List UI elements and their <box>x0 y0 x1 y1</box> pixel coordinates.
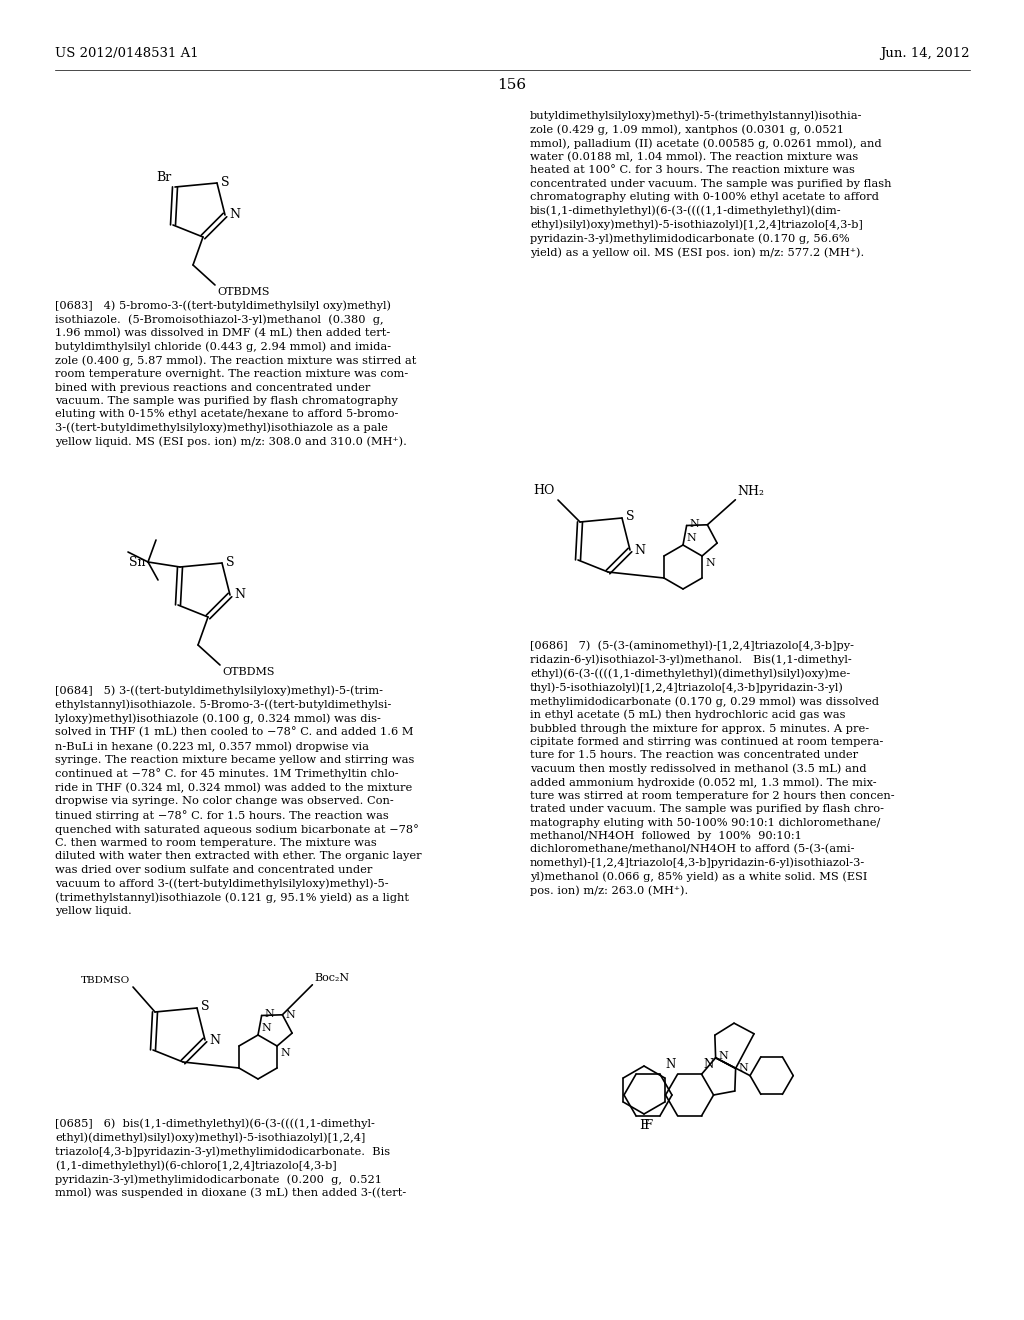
Text: N: N <box>703 1059 714 1072</box>
Text: OTBDMS: OTBDMS <box>222 667 274 677</box>
Text: N: N <box>666 1059 676 1072</box>
Text: S: S <box>201 1001 210 1014</box>
Text: N: N <box>738 1064 749 1073</box>
Text: F: F <box>643 1119 652 1131</box>
Text: F: F <box>639 1119 648 1133</box>
Text: N: N <box>264 1008 274 1019</box>
Text: S: S <box>226 556 234 569</box>
Text: Boc₂N: Boc₂N <box>314 973 349 983</box>
Text: NH₂: NH₂ <box>737 484 764 498</box>
Text: N: N <box>280 1048 290 1059</box>
Text: [0684]   5) 3-((tert-butyldimethylsilyloxy)methyl)-5-(trim-
ethylstannyl)isothia: [0684] 5) 3-((tert-butyldimethylsilyloxy… <box>55 685 422 916</box>
Text: Br: Br <box>157 172 172 183</box>
Text: N: N <box>229 209 240 222</box>
Text: OTBDMS: OTBDMS <box>217 286 269 297</box>
Text: [0685]   6)  bis(1,1-dimethylethyl)(6-(3-((((1,1-dimethyl-
ethyl)(dimethyl)silyl: [0685] 6) bis(1,1-dimethylethyl)(6-(3-((… <box>55 1118 407 1199</box>
Text: 156: 156 <box>498 78 526 92</box>
Text: N: N <box>286 1010 295 1020</box>
Text: Sn: Sn <box>129 556 146 569</box>
Text: S: S <box>221 176 229 189</box>
Text: N: N <box>706 558 715 568</box>
Text: N: N <box>261 1023 270 1034</box>
Text: [0686]   7)  (5-(3-(aminomethyl)-[1,2,4]triazolo[4,3-b]py-
ridazin-6-yl)isothiaz: [0686] 7) (5-(3-(aminomethyl)-[1,2,4]tri… <box>530 640 895 896</box>
Text: US 2012/0148531 A1: US 2012/0148531 A1 <box>55 48 199 59</box>
Text: N: N <box>686 533 695 543</box>
Text: [0683]   4) 5-bromo-3-((tert-butyldimethylsilyl oxy)methyl)
isothiazole.  (5-Bro: [0683] 4) 5-bromo-3-((tert-butyldimethyl… <box>55 300 417 447</box>
Text: N: N <box>634 544 645 557</box>
Text: N: N <box>719 1051 728 1061</box>
Text: N: N <box>234 589 245 602</box>
Text: HO: HO <box>534 484 555 498</box>
Text: butyldimethylsilyloxy)methyl)-5-(trimethylstannyl)isothia-
zole (0.429 g, 1.09 m: butyldimethylsilyloxy)methyl)-5-(trimeth… <box>530 110 892 257</box>
Text: S: S <box>626 511 635 524</box>
Text: TBDMSO: TBDMSO <box>81 975 130 985</box>
Text: N: N <box>689 519 699 528</box>
Text: N: N <box>209 1034 220 1047</box>
Text: Jun. 14, 2012: Jun. 14, 2012 <box>881 48 970 59</box>
